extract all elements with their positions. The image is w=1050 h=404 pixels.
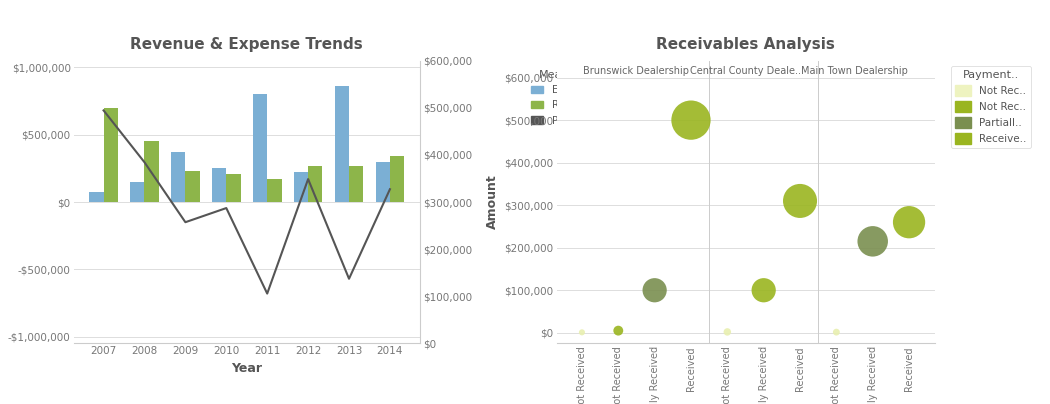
Point [646, 287, 663, 293]
Bar [104, 108, 118, 202]
Point [610, 327, 627, 334]
Text: Brunswick Dealership: Brunswick Dealership [584, 66, 690, 76]
Bar [349, 166, 363, 202]
Bar [308, 166, 322, 202]
X-axis label: Year: Year [231, 362, 262, 375]
Point [828, 329, 845, 335]
Point [864, 238, 881, 244]
Legend: Not Rec.., Not Rec.., Partiall.., Receive..: Not Rec.., Not Rec.., Partiall.., Receiv… [951, 66, 1031, 148]
Title: Revenue & Expense Trends: Revenue & Expense Trends [130, 38, 363, 53]
Bar [376, 162, 390, 202]
Bar [267, 179, 281, 202]
Bar [212, 168, 227, 202]
Bar [89, 192, 104, 202]
Bar [227, 174, 240, 202]
Point [755, 287, 772, 293]
Y-axis label: Amount: Amount [486, 175, 499, 229]
Text: Central County Deale..: Central County Deale.. [690, 66, 801, 76]
Title: Receivables Analysis: Receivables Analysis [656, 38, 835, 53]
Y-axis label: Amount: Amount [0, 175, 2, 229]
Bar [171, 152, 186, 202]
Text: Main Town Dealership: Main Town Dealership [801, 66, 908, 76]
Point [901, 219, 918, 225]
Point [719, 329, 736, 335]
Point [792, 198, 809, 204]
Bar [335, 86, 349, 202]
Legend: Expenses, Revenue, Profit: Expenses, Revenue, Profit [527, 66, 606, 130]
Point [682, 117, 699, 123]
Bar [145, 141, 159, 202]
Bar [130, 182, 145, 202]
Bar [294, 172, 308, 202]
Bar [390, 156, 404, 202]
Bar [253, 94, 267, 202]
Bar [186, 171, 200, 202]
Point [573, 329, 590, 336]
